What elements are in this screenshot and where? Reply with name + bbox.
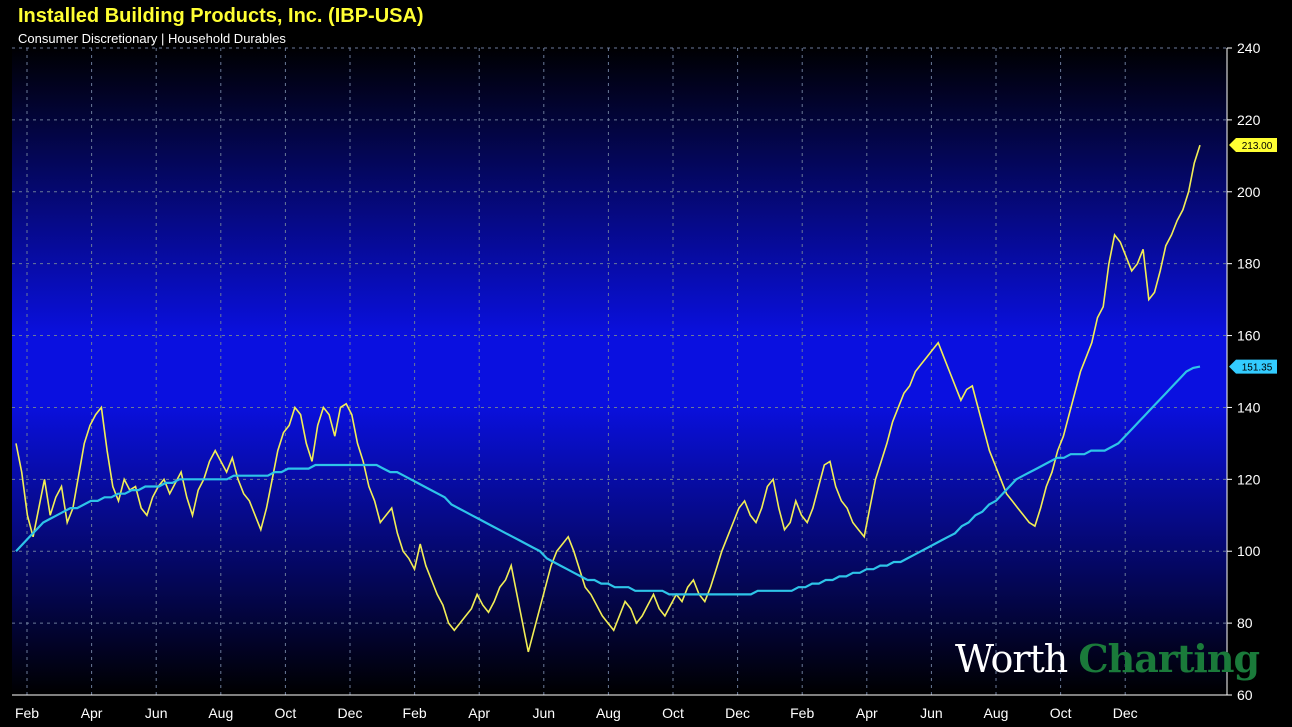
- x-axis: Feb Apr Jun Aug Oct Dec Feb Apr Jun Aug Oct Dec Feb A…: [12, 694, 1227, 721]
- moving-average-badge-label: 151.35: [1242, 363, 1273, 374]
- moving-average-line: [15, 365, 1201, 596]
- last-price-badge-shape: [1229, 138, 1277, 153]
- chart-title: Installed Building Products, Inc. (IBP-U…: [18, 5, 424, 27]
- last-price-badge-label: 213.00: [1242, 141, 1273, 152]
- x-tick-label: Feb: [790, 705, 814, 721]
- logo-part-charting: Charting: [1078, 636, 1260, 681]
- y-tick-label: 180: [1237, 256, 1261, 272]
- x-tick-label: Oct: [1050, 705, 1072, 721]
- x-tick-label: Apr: [856, 705, 878, 721]
- x-tick-label: Oct: [662, 705, 684, 721]
- y-tick-label: 160: [1237, 328, 1261, 344]
- moving-average-badge-shape: [1229, 359, 1277, 374]
- x-tick-label: Aug: [984, 705, 1009, 721]
- x-tick-label: Jun: [145, 705, 168, 721]
- y-tick-label: 200: [1237, 184, 1261, 200]
- y-tick-label: 240: [1237, 40, 1261, 56]
- last-value-badges: 213.00 151.35: [1229, 138, 1277, 374]
- plot-background: [12, 45, 1227, 695]
- y-tick-label: 80: [1237, 615, 1253, 631]
- x-tick-label: Feb: [403, 705, 427, 721]
- y-axis: 60 80 100 120 140 160 180 200 220 240: [1226, 40, 1261, 703]
- worthcharting-logo: Worth Charting: [955, 636, 1260, 681]
- x-tick-label: Dec: [725, 705, 750, 721]
- x-tick-label: Dec: [1113, 705, 1138, 721]
- y-tick-label: 120: [1237, 471, 1261, 487]
- y-tick-label: 140: [1237, 399, 1261, 415]
- chart-subtitle: Consumer Discretionary | Household Durab…: [18, 31, 286, 46]
- x-tick-label: Jun: [920, 705, 943, 721]
- y-tick-label: 100: [1237, 543, 1261, 559]
- x-tick-label: Apr: [81, 705, 103, 721]
- logo-part-worth: Worth: [955, 637, 1068, 681]
- x-tick-label: Jun: [533, 705, 556, 721]
- x-tick-label: Apr: [468, 705, 490, 721]
- x-tick-label: Feb: [15, 705, 39, 721]
- y-tick-label: 220: [1237, 112, 1261, 128]
- x-tick-label: Aug: [208, 705, 233, 721]
- price-line: [15, 144, 1201, 653]
- y-tick-label: 60: [1237, 687, 1253, 703]
- x-tick-label: Oct: [275, 705, 297, 721]
- x-tick-label: Aug: [596, 705, 621, 721]
- x-tick-label: Dec: [338, 705, 363, 721]
